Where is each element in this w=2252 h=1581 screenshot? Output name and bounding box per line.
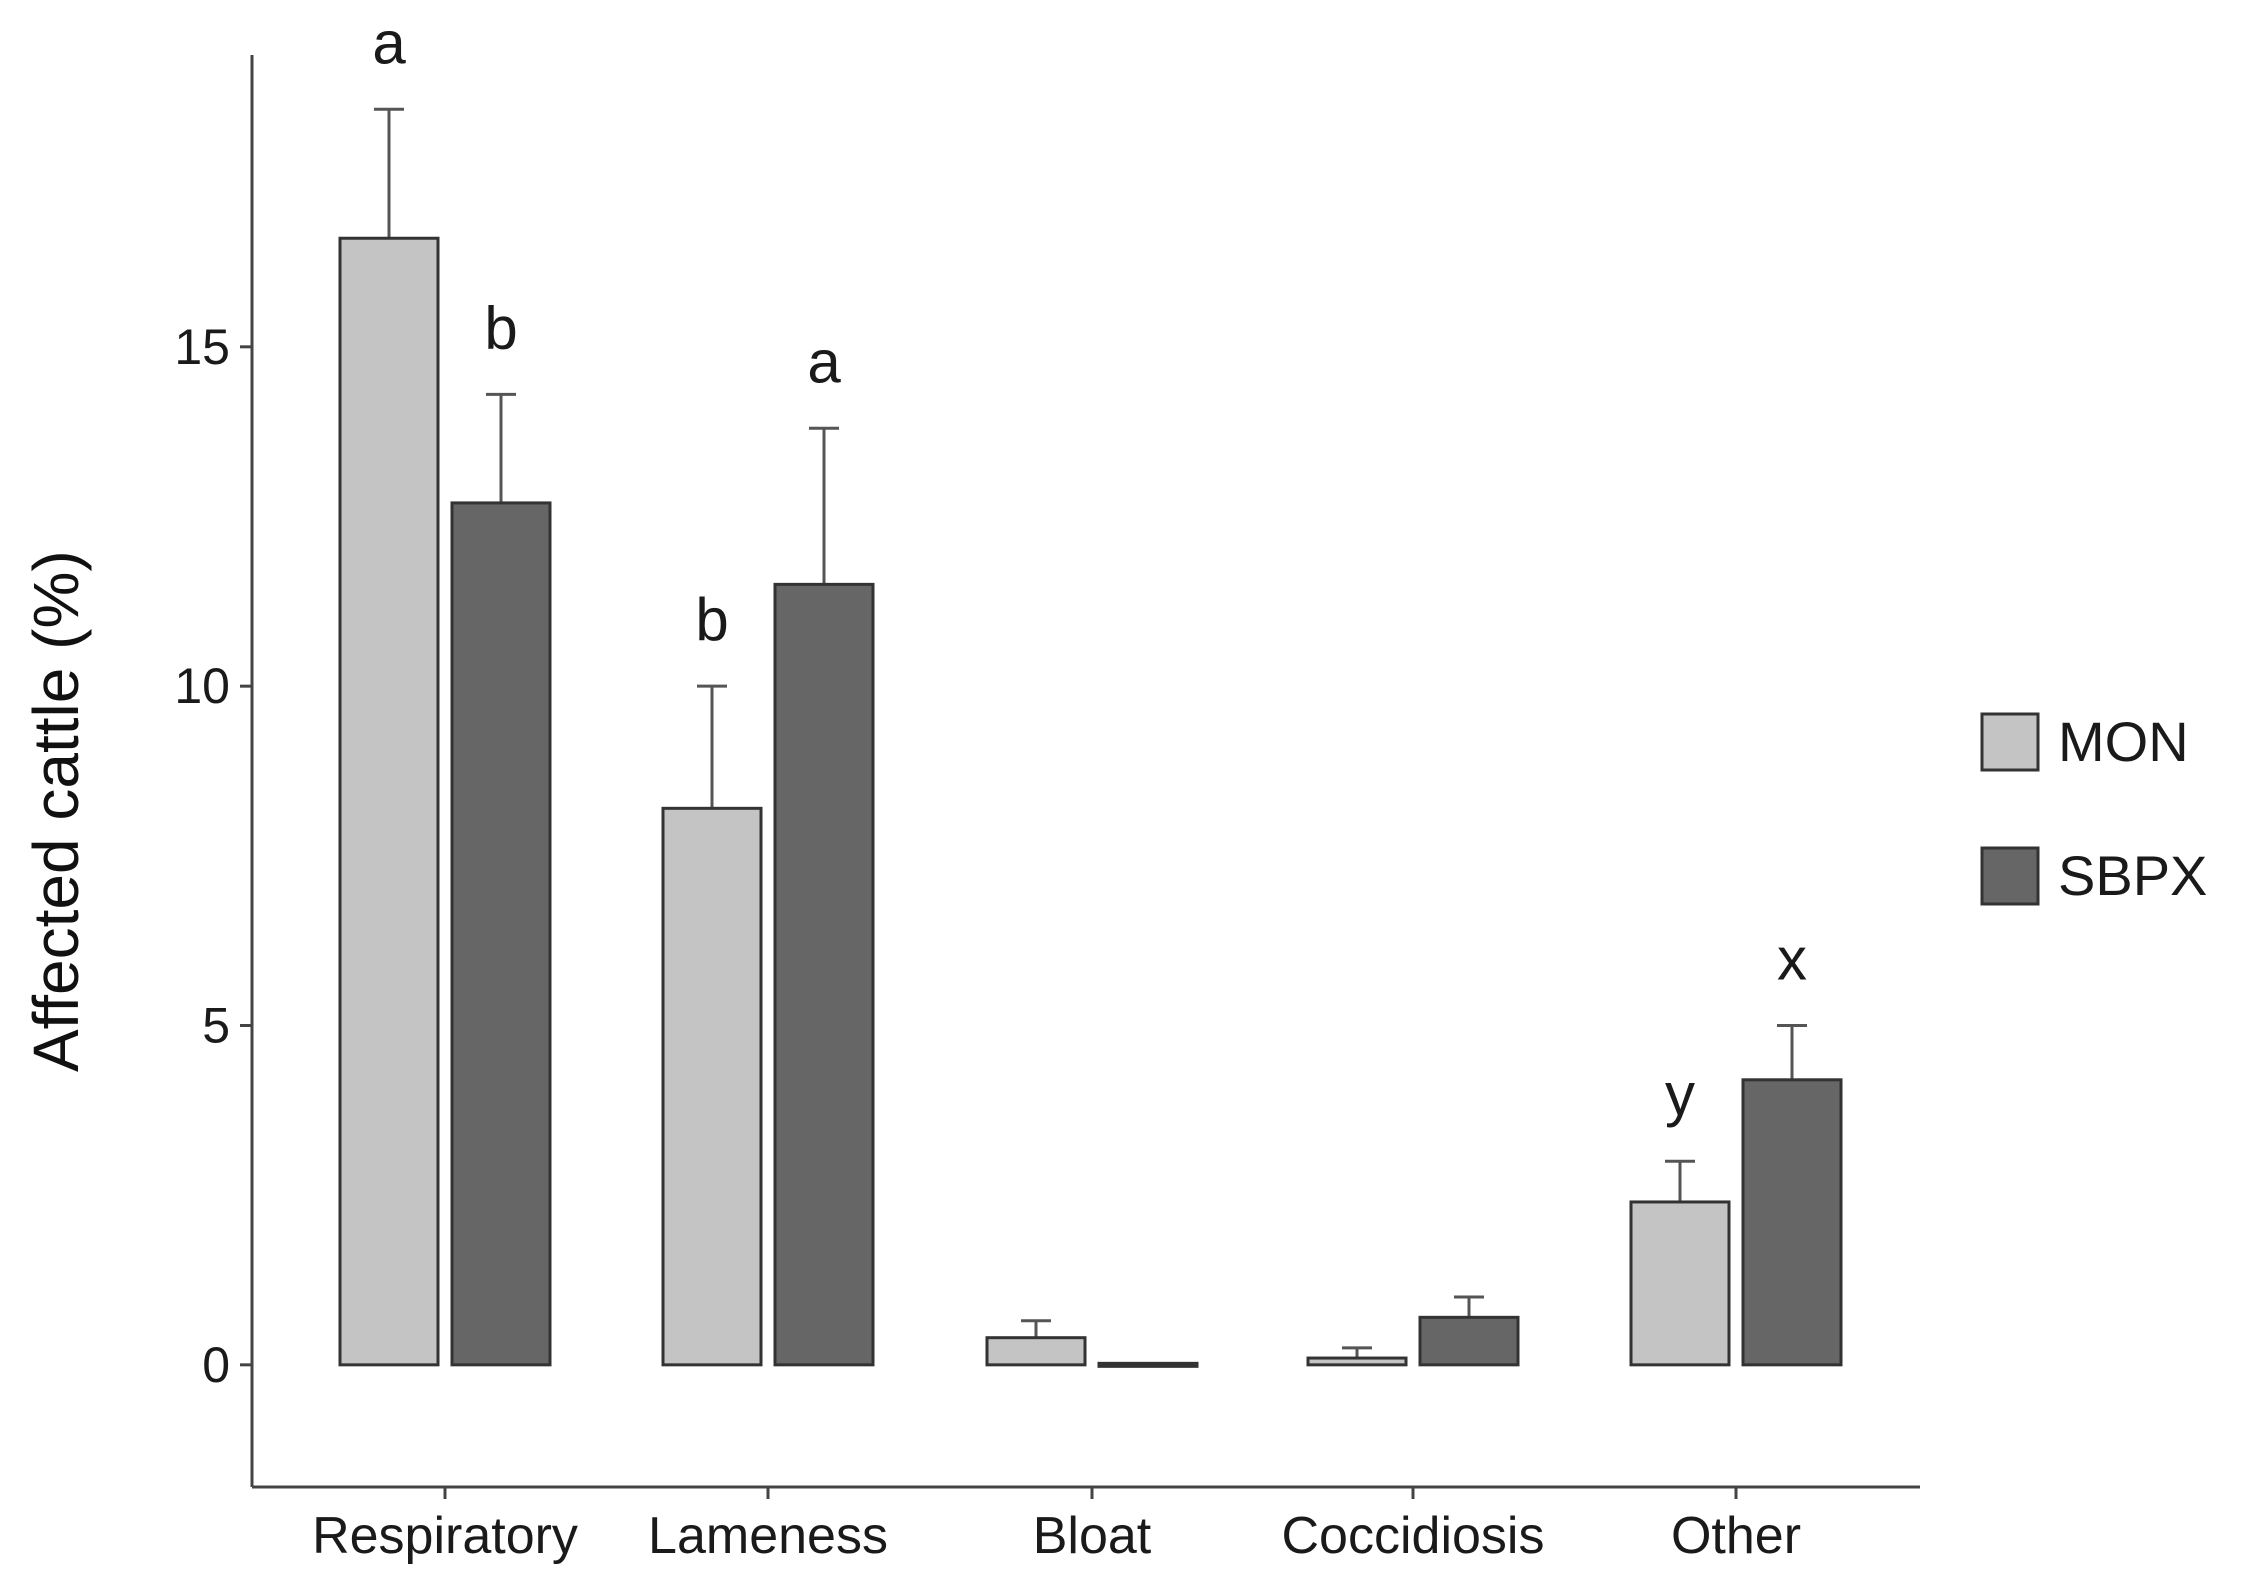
legend-label-mon: MON xyxy=(2058,710,2189,773)
y-tick-label-10: 10 xyxy=(174,658,230,714)
bar-coccidiosis-mon xyxy=(1306,1356,1408,1367)
bar-other-mon xyxy=(1629,1200,1731,1367)
legend: MON SBPX xyxy=(1980,710,2207,907)
axes-layer: 0 5 10 15 Respiratory Lameness Bloat Coccidiosi… xyxy=(20,55,1920,1565)
significance-label-other-mon: y xyxy=(1665,1061,1695,1128)
y-tick-label-0: 0 xyxy=(202,1337,230,1393)
legend-swatch-sbpx xyxy=(1980,846,2040,906)
significance-label-lameness-mon: b xyxy=(695,586,728,653)
bar-respiratory-sbpx xyxy=(450,501,552,1367)
bar-other-sbpx xyxy=(1741,1078,1843,1367)
x-tick-label-bloat: Bloat xyxy=(1033,1507,1152,1565)
bars-layer xyxy=(338,107,1843,1368)
bar-coccidiosis-sbpx xyxy=(1418,1315,1520,1367)
bar-lameness-sbpx xyxy=(773,582,875,1367)
legend-swatch-mon xyxy=(1980,712,2040,772)
significance-label-lameness-sbpx: a xyxy=(807,328,841,395)
y-tick-label-15: 15 xyxy=(174,319,230,375)
bar-respiratory-mon xyxy=(338,236,440,1367)
x-tick-label-other: Other xyxy=(1671,1507,1801,1565)
y-axis-title: Affected cattle (%) xyxy=(20,550,92,1072)
bar-lameness-mon xyxy=(661,806,763,1367)
bar-bloat-mon xyxy=(985,1336,1087,1367)
x-tick-label-lameness: Lameness xyxy=(648,1507,888,1565)
y-tick-label-5: 5 xyxy=(202,998,230,1054)
x-tick-label-respiratory: Respiratory xyxy=(312,1507,578,1565)
significance-label-respiratory-sbpx: b xyxy=(484,294,517,361)
x-tick-label-coccidiosis: Coccidiosis xyxy=(1282,1507,1545,1565)
bar-bloat-sbpx xyxy=(1097,1361,1199,1368)
labels-layer: a b y b a x xyxy=(372,9,1807,1128)
significance-label-other-sbpx: x xyxy=(1777,926,1807,993)
significance-label-respiratory-mon: a xyxy=(372,9,406,76)
legend-label-sbpx: SBPX xyxy=(2058,844,2207,907)
